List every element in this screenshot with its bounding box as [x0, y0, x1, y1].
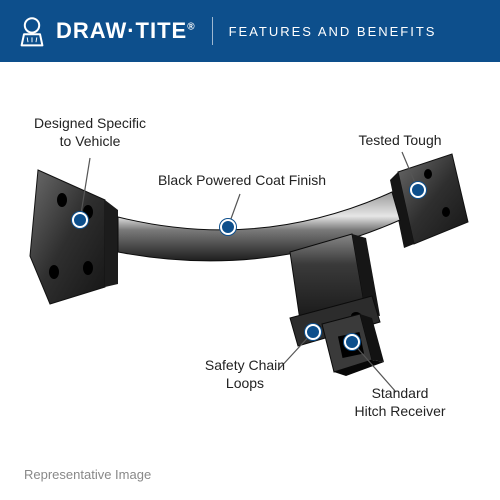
header-bar: DRAW·TITE® FEATURES AND BENEFITS [0, 0, 500, 62]
hitch-ball-icon [16, 15, 48, 47]
brand-text: DRAW·TITE® [56, 18, 196, 44]
callout-marker-loops [305, 324, 321, 340]
callout-marker-finish [220, 219, 236, 235]
callout-label-loops: Safety Chain Loops [205, 356, 285, 392]
callout-marker-tough [410, 182, 426, 198]
header-subtitle: FEATURES AND BENEFITS [229, 24, 437, 39]
diagram-area: Representative Image Designed Specific t… [0, 62, 500, 500]
callout-label-tough: Tested Tough [358, 131, 441, 149]
callout-label-receiver: Standard Hitch Receiver [354, 384, 445, 420]
callout-label-finish: Black Powered Coat Finish [158, 171, 326, 189]
callout-marker-designed [72, 212, 88, 228]
callout-label-designed: Designed Specific to Vehicle [34, 114, 146, 150]
representative-note: Representative Image [24, 467, 151, 482]
brand-logo: DRAW·TITE® [16, 15, 196, 47]
callout-marker-receiver [344, 334, 360, 350]
header-divider [212, 17, 213, 45]
